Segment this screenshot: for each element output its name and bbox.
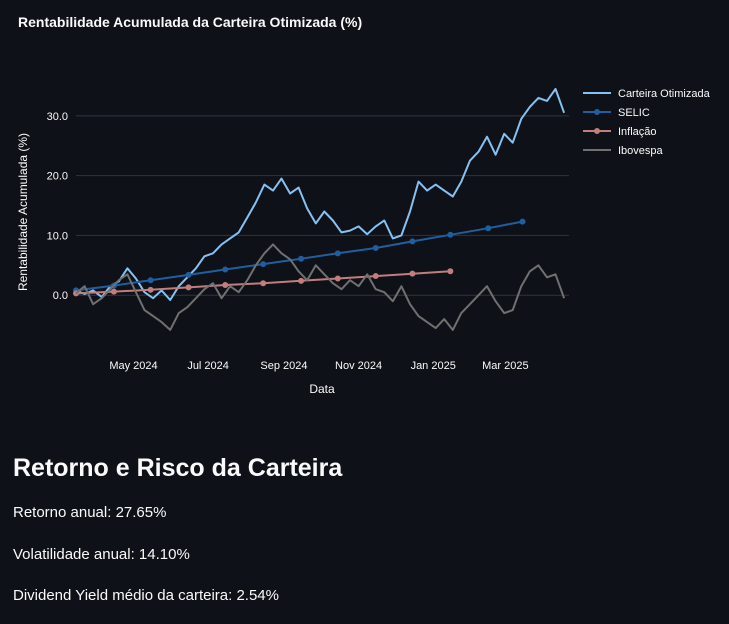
chart-title: Rentabilidade Acumulada da Carteira Otim… (18, 14, 363, 30)
legend-item-ibovespa[interactable]: Ibovespa (583, 145, 664, 157)
x-tick-label: Mar 2025 (482, 360, 528, 372)
series-point-selic (519, 218, 526, 225)
series-point-inflacao (185, 284, 192, 291)
legend-item-inflacao[interactable]: Inflação (583, 126, 657, 138)
legend-label-selic: SELIC (618, 107, 650, 119)
series-point-inflacao (110, 288, 117, 295)
series-point-inflacao (222, 282, 229, 289)
series-point-selic (298, 255, 305, 262)
series-point-inflacao (147, 286, 154, 293)
series-point-selic (334, 250, 341, 257)
series-point-selic (222, 266, 229, 273)
x-axis-label: Data (309, 382, 335, 396)
legend-marker-selic (594, 109, 600, 115)
y-tick-label: 30.0 (47, 111, 68, 123)
legend-marker-inflacao (594, 128, 600, 134)
series-point-selic (260, 261, 267, 268)
series-point-selic (447, 231, 454, 238)
series-layer (73, 87, 566, 331)
series-line-ibovespa (75, 243, 566, 331)
annual-return-text: Retorno anual: 27.65% (13, 504, 167, 521)
legend-item-carteira-otimizada[interactable]: Carteira Otimizada (583, 88, 711, 100)
x-tick-label: Jul 2024 (187, 360, 229, 372)
series-point-inflacao (447, 268, 454, 275)
y-tick-label: 20.0 (47, 171, 68, 183)
series-point-inflacao (334, 275, 341, 282)
axis-layer: 0.0 10.0 20.0 30.0 May 2024 Jul 2024 Sep 2024 N… (47, 111, 529, 372)
legend[interactable]: Carteira Otimizada SELIC Inflação Ibovespa (583, 88, 711, 157)
chart-svg: 0.0 10.0 20.0 30.0 May 2024 Jul 2024 Sep 2024 N… (16, 87, 711, 396)
series-point-selic (147, 277, 154, 284)
series-point-inflacao (372, 273, 379, 280)
grid-layer (76, 115, 569, 296)
dividend-yield-text: Dividend Yield médio da carteira: 2.54% (13, 587, 279, 604)
series-point-selic (185, 271, 192, 278)
series-point-selic (372, 244, 379, 251)
legend-label-carteira-otimizada: Carteira Otimizada (618, 88, 711, 100)
series-point-selic (485, 225, 492, 232)
x-tick-label: May 2024 (109, 360, 157, 372)
series-point-inflacao (298, 277, 305, 284)
y-tick-label: 0.0 (53, 290, 68, 302)
portfolio-summary: Retorno e Risco da Carteira Retorno anua… (13, 452, 713, 604)
annual-volatility-text: Volatilidade anual: 14.10% (13, 546, 190, 563)
series-point-inflacao (409, 270, 416, 277)
chart-container: Rentabilidade Acumulada da Carteira Otim… (16, 14, 711, 396)
x-tick-label: Nov 2024 (335, 360, 382, 372)
section-heading: Retorno e Risco da Carteira (13, 454, 343, 482)
y-tick-label: 10.0 (47, 230, 68, 242)
series-line-carteira-otimizada (75, 87, 566, 301)
series-point-inflacao (260, 280, 267, 287)
x-tick-label: Sep 2024 (260, 360, 307, 372)
legend-item-selic[interactable]: SELIC (583, 107, 650, 119)
x-tick-label: Jan 2025 (411, 360, 456, 372)
series-point-selic (409, 238, 416, 245)
legend-label-inflacao: Inflação (618, 126, 657, 138)
y-axis-label: Rentabilidade Acumulada (%) (16, 133, 30, 291)
legend-label-ibovespa: Ibovespa (618, 145, 664, 157)
